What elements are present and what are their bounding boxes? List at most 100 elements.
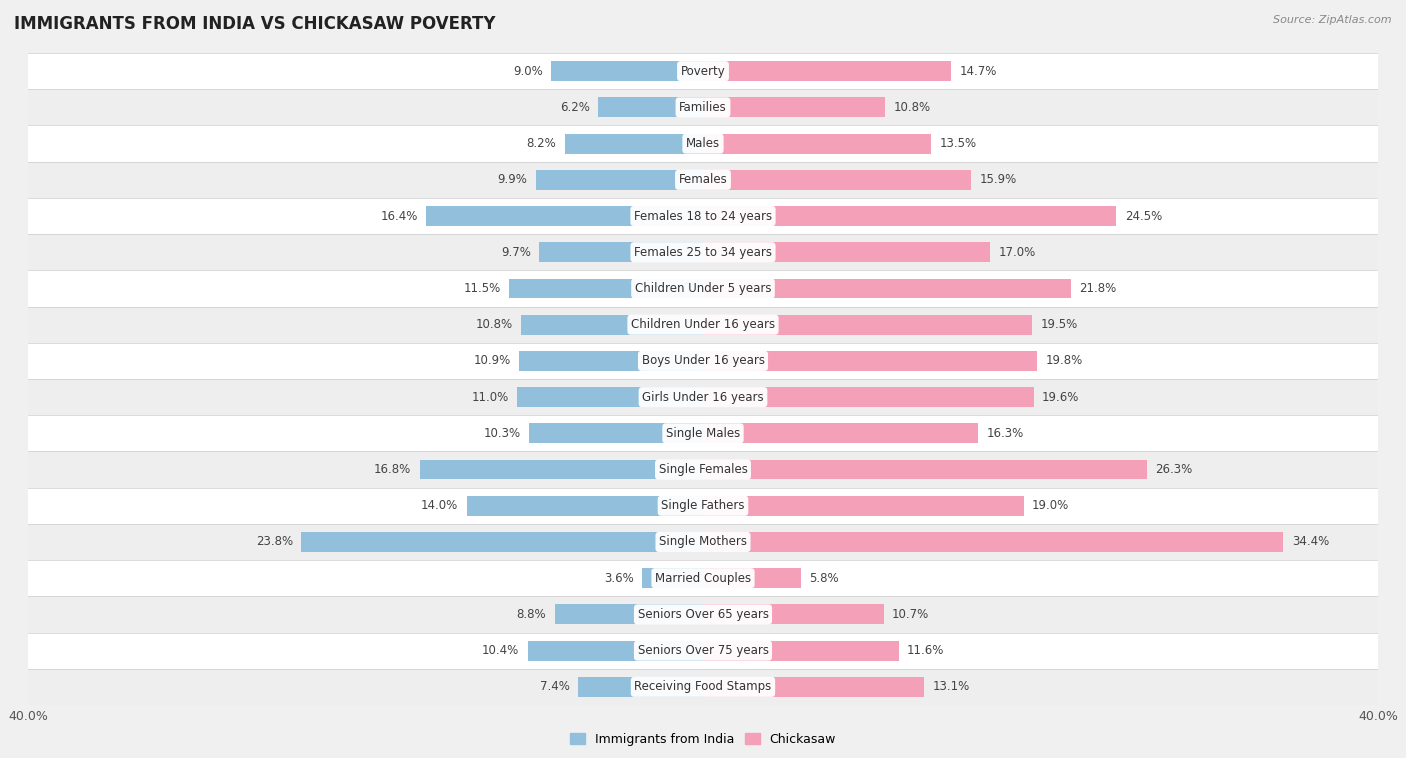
- Text: 9.7%: 9.7%: [501, 246, 531, 258]
- Bar: [0, 271, 1406, 306]
- Bar: [703, 315, 1032, 334]
- Bar: [578, 677, 703, 697]
- Bar: [0, 53, 1406, 89]
- Bar: [419, 459, 703, 480]
- Text: 8.2%: 8.2%: [526, 137, 557, 150]
- Text: 24.5%: 24.5%: [1125, 209, 1161, 223]
- Text: 10.4%: 10.4%: [482, 644, 519, 657]
- Text: Married Couples: Married Couples: [655, 572, 751, 584]
- Text: IMMIGRANTS FROM INDIA VS CHICKASAW POVERTY: IMMIGRANTS FROM INDIA VS CHICKASAW POVER…: [14, 15, 495, 33]
- Bar: [554, 604, 703, 625]
- Text: 9.0%: 9.0%: [513, 64, 543, 77]
- Text: 19.6%: 19.6%: [1042, 390, 1080, 403]
- Text: Females: Females: [679, 174, 727, 186]
- Text: 10.3%: 10.3%: [484, 427, 520, 440]
- Text: Receiving Food Stamps: Receiving Food Stamps: [634, 681, 772, 694]
- Text: 34.4%: 34.4%: [1292, 535, 1329, 549]
- Text: Poverty: Poverty: [681, 64, 725, 77]
- Text: Families: Families: [679, 101, 727, 114]
- Text: 14.7%: 14.7%: [959, 64, 997, 77]
- Text: 7.4%: 7.4%: [540, 681, 569, 694]
- Bar: [509, 278, 703, 299]
- Text: 6.2%: 6.2%: [560, 101, 591, 114]
- Bar: [565, 133, 703, 154]
- Text: 16.3%: 16.3%: [987, 427, 1024, 440]
- Text: 5.8%: 5.8%: [810, 572, 839, 584]
- Bar: [703, 351, 1038, 371]
- Text: Single Females: Single Females: [658, 463, 748, 476]
- Legend: Immigrants from India, Chickasaw: Immigrants from India, Chickasaw: [565, 728, 841, 751]
- Bar: [0, 379, 1406, 415]
- Bar: [0, 306, 1406, 343]
- Text: Children Under 16 years: Children Under 16 years: [631, 318, 775, 331]
- Bar: [529, 424, 703, 443]
- Bar: [540, 243, 703, 262]
- Text: Males: Males: [686, 137, 720, 150]
- Text: 26.3%: 26.3%: [1156, 463, 1192, 476]
- Text: 23.8%: 23.8%: [256, 535, 292, 549]
- Bar: [703, 133, 931, 154]
- Bar: [0, 89, 1406, 126]
- Bar: [0, 524, 1406, 560]
- Text: 15.9%: 15.9%: [980, 174, 1017, 186]
- Text: 13.5%: 13.5%: [939, 137, 976, 150]
- Text: 11.6%: 11.6%: [907, 644, 945, 657]
- Text: 13.1%: 13.1%: [932, 681, 970, 694]
- Bar: [703, 387, 1033, 407]
- Bar: [517, 387, 703, 407]
- Bar: [703, 532, 1284, 552]
- Bar: [0, 632, 1406, 669]
- Bar: [703, 641, 898, 660]
- Text: 8.8%: 8.8%: [516, 608, 546, 621]
- Text: Girls Under 16 years: Girls Under 16 years: [643, 390, 763, 403]
- Text: Single Mothers: Single Mothers: [659, 535, 747, 549]
- Text: 10.8%: 10.8%: [894, 101, 931, 114]
- Text: 10.9%: 10.9%: [474, 355, 510, 368]
- Text: 19.8%: 19.8%: [1046, 355, 1083, 368]
- Bar: [0, 415, 1406, 452]
- Bar: [0, 452, 1406, 487]
- Bar: [643, 568, 703, 588]
- Bar: [703, 424, 979, 443]
- Text: Females 25 to 34 years: Females 25 to 34 years: [634, 246, 772, 258]
- Text: 17.0%: 17.0%: [998, 246, 1035, 258]
- Text: 3.6%: 3.6%: [605, 572, 634, 584]
- Bar: [301, 532, 703, 552]
- Bar: [703, 98, 886, 117]
- Text: Seniors Over 65 years: Seniors Over 65 years: [637, 608, 769, 621]
- Text: 10.7%: 10.7%: [891, 608, 929, 621]
- Bar: [0, 597, 1406, 632]
- Bar: [599, 98, 703, 117]
- Text: 19.5%: 19.5%: [1040, 318, 1077, 331]
- Bar: [703, 677, 924, 697]
- Text: Females 18 to 24 years: Females 18 to 24 years: [634, 209, 772, 223]
- Bar: [703, 568, 801, 588]
- Bar: [703, 604, 883, 625]
- Bar: [0, 560, 1406, 597]
- Bar: [0, 669, 1406, 705]
- Bar: [520, 315, 703, 334]
- Bar: [0, 234, 1406, 271]
- Bar: [0, 487, 1406, 524]
- Text: 14.0%: 14.0%: [422, 500, 458, 512]
- Bar: [551, 61, 703, 81]
- Bar: [703, 496, 1024, 515]
- Bar: [703, 459, 1147, 480]
- Text: 11.5%: 11.5%: [464, 282, 501, 295]
- Text: 16.4%: 16.4%: [381, 209, 418, 223]
- Bar: [0, 198, 1406, 234]
- Text: Single Fathers: Single Fathers: [661, 500, 745, 512]
- Bar: [527, 641, 703, 660]
- Text: Single Males: Single Males: [666, 427, 740, 440]
- Text: Seniors Over 75 years: Seniors Over 75 years: [637, 644, 769, 657]
- Bar: [703, 61, 950, 81]
- Text: Source: ZipAtlas.com: Source: ZipAtlas.com: [1274, 15, 1392, 25]
- Text: 16.8%: 16.8%: [374, 463, 411, 476]
- Bar: [536, 170, 703, 190]
- Bar: [703, 206, 1116, 226]
- Text: 11.0%: 11.0%: [472, 390, 509, 403]
- Bar: [519, 351, 703, 371]
- Text: 10.8%: 10.8%: [475, 318, 512, 331]
- Bar: [0, 126, 1406, 161]
- Text: Children Under 5 years: Children Under 5 years: [634, 282, 772, 295]
